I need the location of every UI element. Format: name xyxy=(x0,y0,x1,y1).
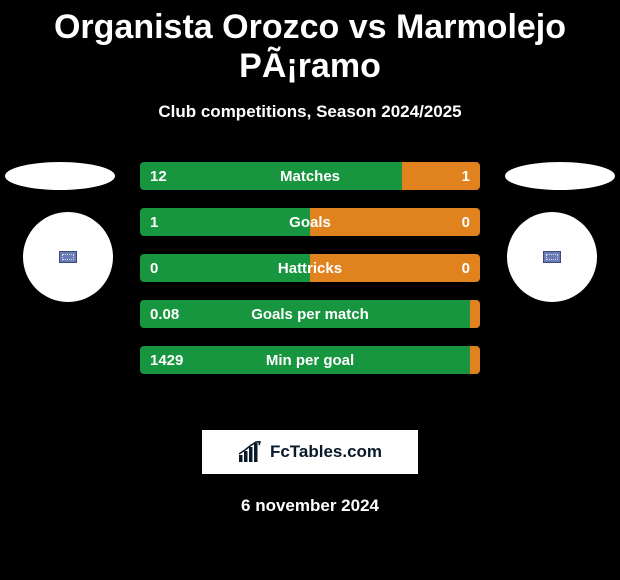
right-player-badge xyxy=(507,212,597,302)
flag-icon xyxy=(59,251,77,263)
stat-bar-row: 1429Min per goal xyxy=(140,346,480,374)
stat-bar-row: 121Matches xyxy=(140,162,480,190)
right-ellipse-shadow xyxy=(505,162,615,190)
stat-bar-row: 0.08Goals per match xyxy=(140,300,480,328)
comparison-content: 121Matches 10Goals 00Hattricks 0.08Goals pe… xyxy=(0,162,620,412)
brand-text: FcTables.com xyxy=(270,442,382,462)
stat-bar-row: 00Hattricks xyxy=(140,254,480,282)
stat-label: Goals xyxy=(140,214,480,231)
flag-icon xyxy=(543,251,561,263)
stat-label: Hattricks xyxy=(140,260,480,277)
stat-label: Matches xyxy=(140,168,480,185)
left-player-badge xyxy=(23,212,113,302)
stat-bars: 121Matches 10Goals 00Hattricks 0.08Goals pe… xyxy=(140,162,480,392)
stat-label: Min per goal xyxy=(140,352,480,369)
left-ellipse-shadow xyxy=(5,162,115,190)
page-title: Organista Orozco vs Marmolejo PÃ¡ramo xyxy=(0,0,620,86)
brand-box: FcTables.com xyxy=(202,430,418,474)
chart-icon xyxy=(238,441,264,463)
stat-label: Goals per match xyxy=(140,306,480,323)
date-text: 6 november 2024 xyxy=(0,496,620,516)
stat-bar-row: 10Goals xyxy=(140,208,480,236)
page-subtitle: Club competitions, Season 2024/2025 xyxy=(0,102,620,122)
